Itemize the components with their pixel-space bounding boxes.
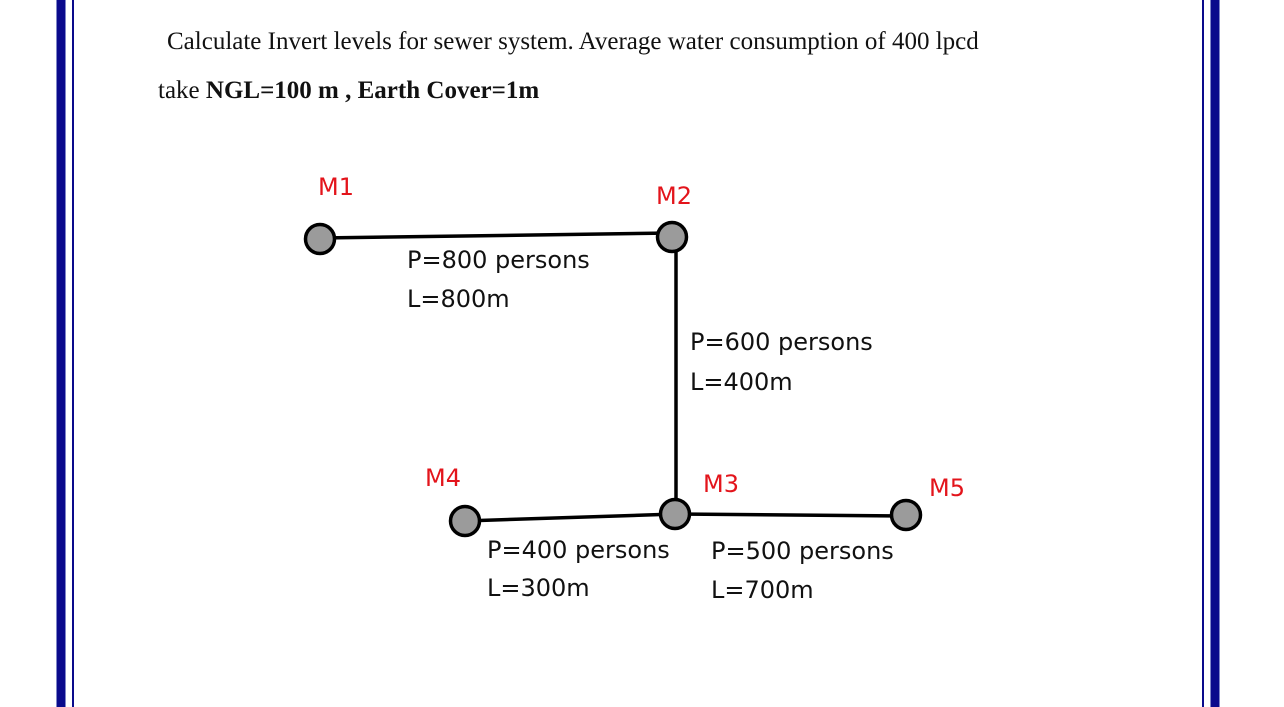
pipe-m1-m2-population: P=800 persons xyxy=(407,246,590,274)
pipe-m3-m5-population: P=500 persons xyxy=(711,537,894,565)
manhole-m4 xyxy=(448,504,482,538)
problem-statement-line-2: take NGL=100 m , Earth Cover=1m xyxy=(158,77,539,105)
pipe-m4-m3-population: P=400 persons xyxy=(487,536,670,564)
manhole-label-m2: M2 xyxy=(656,182,692,210)
pipe-m3-m5-length: L=700m xyxy=(711,576,814,604)
given-values: NGL=100 m , Earth Cover=1m xyxy=(205,77,540,104)
manhole-m2 xyxy=(655,220,689,254)
pipe-m1-m2-length: L=800m xyxy=(407,285,510,313)
pipe-m1-m2 xyxy=(319,231,673,240)
left-inner-border xyxy=(72,0,74,707)
left-page-border xyxy=(56,0,66,707)
pipe-m2-m3-length: L=400m xyxy=(690,368,793,396)
pipe-m3-m5 xyxy=(675,512,907,518)
pipe-m2-m3-population: P=600 persons xyxy=(690,328,873,356)
manhole-m1 xyxy=(303,222,337,256)
manhole-m5 xyxy=(889,498,923,532)
manhole-label-m5: M5 xyxy=(929,474,965,502)
right-inner-border xyxy=(1202,0,1204,707)
take-prefix: take xyxy=(158,77,206,104)
manhole-m3 xyxy=(658,497,692,531)
pipe-m4-m3-length: L=300m xyxy=(487,574,590,602)
pipe-m4-m3 xyxy=(463,512,677,523)
manhole-label-m1: M1 xyxy=(318,173,354,201)
manhole-label-m4: M4 xyxy=(425,464,461,492)
problem-statement-line-1: Calculate Invert levels for sewer system… xyxy=(167,28,979,55)
manhole-label-m3: M3 xyxy=(703,470,739,498)
right-page-border xyxy=(1210,0,1220,707)
